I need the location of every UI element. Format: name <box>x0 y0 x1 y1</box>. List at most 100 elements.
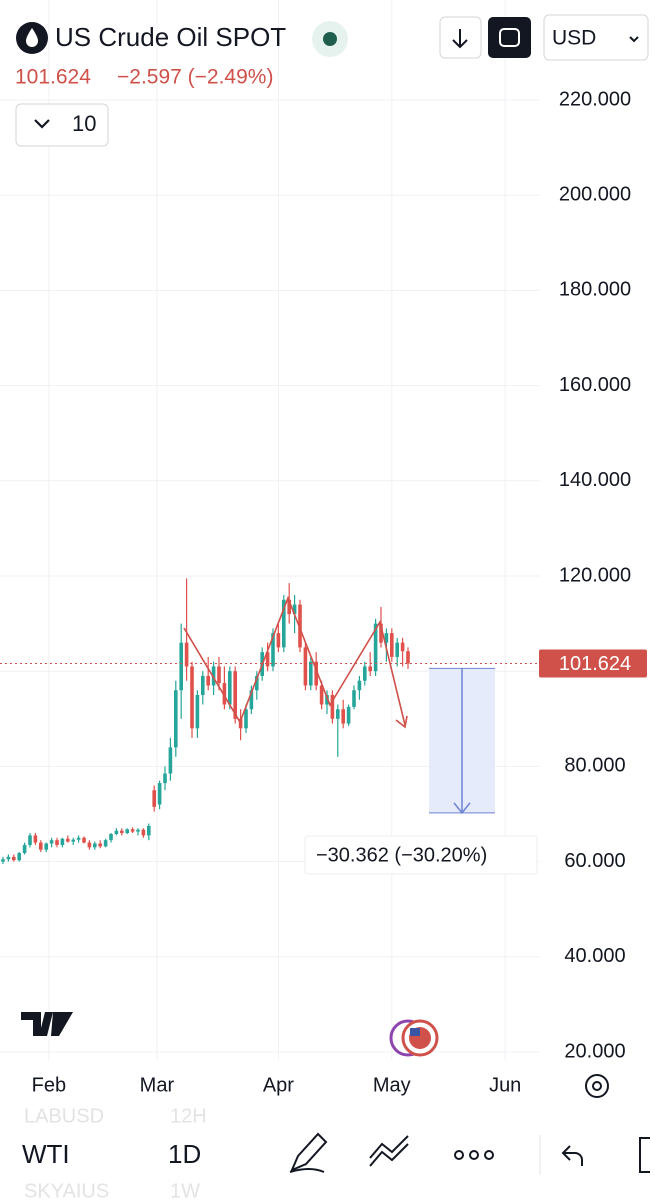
candle-body <box>363 666 367 681</box>
y-tick-label: 20.000 <box>564 1040 625 1062</box>
candle-body <box>44 843 48 850</box>
candle-body <box>130 829 135 832</box>
settings-icon <box>592 1081 602 1091</box>
last-price-tag <box>539 649 647 678</box>
last-price-label: 101.624 <box>559 653 631 675</box>
y-tick-label: 60.000 <box>564 850 625 872</box>
candle-body <box>325 695 329 705</box>
candle-body <box>17 853 21 861</box>
candle-body <box>330 695 335 719</box>
y-tick-label: 40.000 <box>564 945 625 967</box>
candle-body <box>314 661 318 686</box>
candle-body <box>233 671 237 719</box>
candle-body <box>217 666 221 684</box>
currency-select[interactable] <box>543 14 649 61</box>
x-tick-label: Jun <box>489 1074 521 1096</box>
candle-body <box>93 843 97 848</box>
candle-body <box>384 633 389 643</box>
candle-body <box>87 842 92 848</box>
candle-body <box>282 599 286 648</box>
draw-tool[interactable] <box>289 1132 328 1173</box>
toolbar: LABUSD 12H WTI 1D SKYAIUS 1W <box>22 1105 650 1200</box>
ghost-timeframe: 1W <box>170 1180 200 1200</box>
plot <box>0 578 540 864</box>
us-flag-icon <box>410 1028 420 1036</box>
candle-body <box>303 647 308 686</box>
more-icon[interactable] <box>454 1150 464 1160</box>
candle-body <box>373 623 378 672</box>
more-icon <box>484 1150 494 1160</box>
candle-body <box>184 642 189 667</box>
candle-body <box>157 783 162 805</box>
ghost-timeframe: 12H <box>170 1105 207 1127</box>
last-price: 101.624 <box>15 66 91 89</box>
pattern-drawing <box>183 595 406 726</box>
candle-body <box>228 671 232 705</box>
candle-body <box>103 840 108 847</box>
candle-body <box>1 859 5 862</box>
candle-body <box>136 829 140 832</box>
candle-body <box>238 718 243 729</box>
candle-body <box>211 666 216 686</box>
candle-body <box>309 661 313 686</box>
candle-body <box>190 666 194 729</box>
y-tick-label: 140.000 <box>559 469 631 491</box>
candle-body <box>206 675 210 686</box>
trend-tool[interactable] <box>369 1135 409 1167</box>
candle-body <box>66 838 70 842</box>
price-change: −2.597 (−2.49%) <box>117 66 273 89</box>
tradingview-logo-part <box>51 1012 73 1036</box>
y-tick-label: 80.000 <box>564 755 625 777</box>
settings-icon[interactable] <box>585 1074 609 1098</box>
timeframe[interactable]: 1D <box>168 1139 201 1169</box>
chevron-icon <box>629 36 639 43</box>
undo-icon[interactable] <box>561 1145 583 1166</box>
measure-label-box <box>304 835 538 875</box>
candle-body <box>276 633 281 648</box>
x-tick-label: Apr <box>263 1074 294 1096</box>
candle-body <box>147 825 151 836</box>
interval-count[interactable]: 10 <box>72 111 96 136</box>
candle-body <box>141 829 146 836</box>
candle-body <box>76 837 81 840</box>
candle-body <box>249 690 254 710</box>
y-tick-label: 120.000 <box>559 564 631 586</box>
candle-body <box>71 839 75 842</box>
candle-body <box>201 675 205 695</box>
candle-body <box>244 709 248 729</box>
candle-body <box>319 685 324 705</box>
candle-body <box>163 773 167 784</box>
fullscreen-button[interactable] <box>488 17 531 58</box>
fullscreen-icon <box>499 28 520 47</box>
y-tick-label: 200.000 <box>559 183 631 205</box>
candle-body <box>98 843 102 847</box>
ghost-symbol: LABUSD <box>24 1105 104 1127</box>
candle-body <box>120 830 124 834</box>
candle-body <box>109 833 113 841</box>
redo-icon[interactable] <box>639 1137 650 1173</box>
candle-body <box>271 633 275 667</box>
candle-body <box>28 835 32 845</box>
candle-body <box>22 844 27 854</box>
candle-body <box>292 604 297 615</box>
candle-body <box>114 830 119 834</box>
oil-drop-icon <box>26 28 38 47</box>
header: US Crude Oil SPOT 101.624 −2.597 (−2.49%… <box>15 14 649 147</box>
symbol[interactable]: WTI <box>22 1139 70 1169</box>
candle-body <box>33 835 38 843</box>
candle-body <box>368 666 372 672</box>
candle-body <box>174 690 178 748</box>
candle-body <box>55 840 59 845</box>
interval-button[interactable] <box>15 103 109 147</box>
candle-body <box>49 840 54 844</box>
candle-body <box>357 680 362 691</box>
candle-body <box>179 642 183 691</box>
currency[interactable]: USD <box>552 27 596 50</box>
candle-body <box>222 683 227 705</box>
x-tick-label: May <box>373 1074 411 1096</box>
candle-body <box>346 706 351 724</box>
pattern-arrow <box>395 715 408 729</box>
ghost-symbol: SKYAIUS <box>24 1180 109 1200</box>
